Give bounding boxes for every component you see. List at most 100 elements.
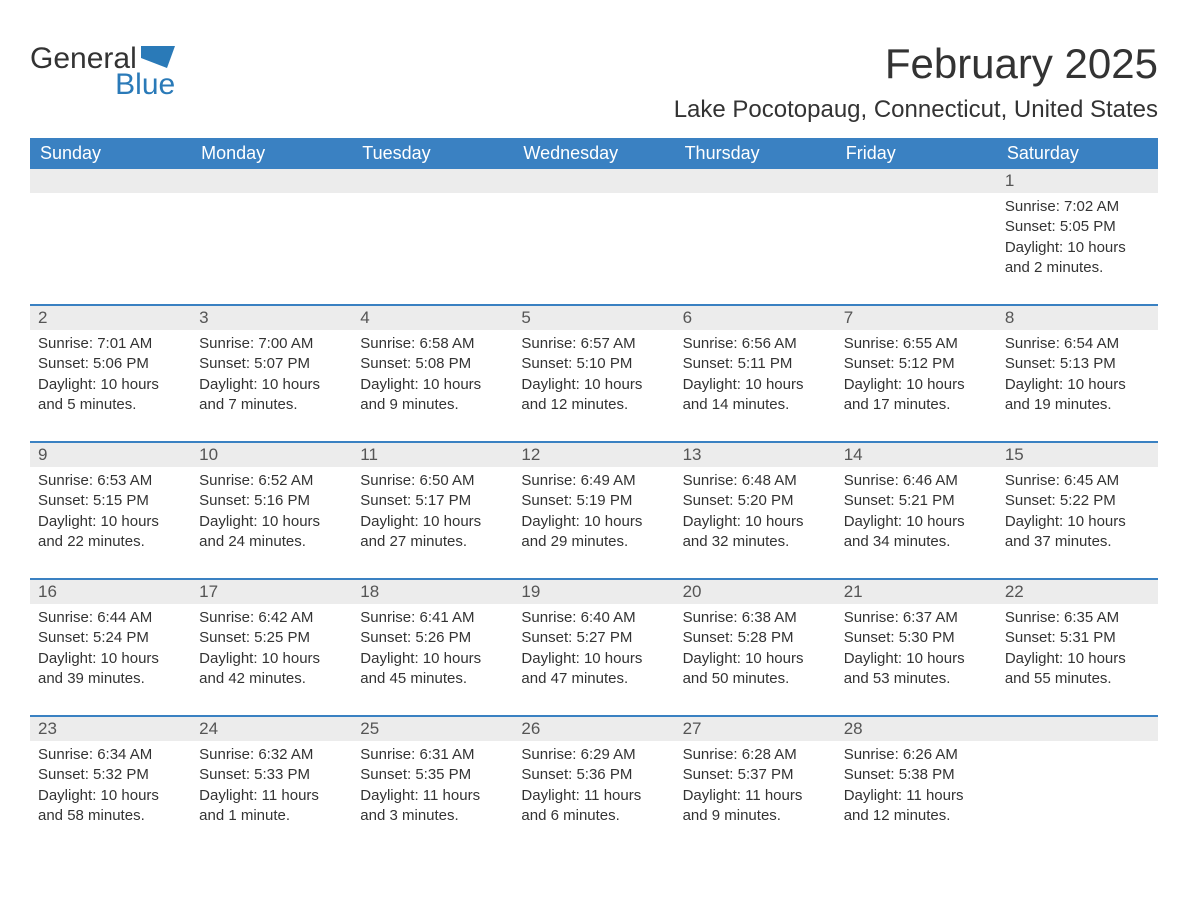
sunrise-text: Sunrise: 7:00 AM	[199, 334, 344, 354]
day-content-cell: Sunrise: 7:02 AMSunset: 5:05 PMDaylight:…	[997, 193, 1158, 305]
daylight-text: Daylight: 10 hours and 58 minutes.	[38, 786, 183, 827]
sunset-text: Sunset: 5:27 PM	[521, 628, 666, 648]
day-number-cell: 3	[191, 305, 352, 330]
day-number-cell: 10	[191, 442, 352, 467]
daylight-text: Daylight: 10 hours and 7 minutes.	[199, 375, 344, 416]
month-title: February 2025	[674, 40, 1158, 88]
day-content-cell: Sunrise: 6:41 AMSunset: 5:26 PMDaylight:…	[352, 604, 513, 716]
day-content-cell: Sunrise: 6:31 AMSunset: 5:35 PMDaylight:…	[352, 741, 513, 852]
day-number-cell: 26	[513, 716, 674, 741]
sunrise-text: Sunrise: 6:41 AM	[360, 608, 505, 628]
day-content-cell: Sunrise: 6:40 AMSunset: 5:27 PMDaylight:…	[513, 604, 674, 716]
day-number-cell	[675, 169, 836, 193]
day-number-cell: 25	[352, 716, 513, 741]
day-content-cell: Sunrise: 6:55 AMSunset: 5:12 PMDaylight:…	[836, 330, 997, 442]
day-number-cell	[352, 169, 513, 193]
day-number-cell: 15	[997, 442, 1158, 467]
sunrise-text: Sunrise: 6:31 AM	[360, 745, 505, 765]
daylight-text: Daylight: 11 hours and 9 minutes.	[683, 786, 828, 827]
sunset-text: Sunset: 5:38 PM	[844, 765, 989, 785]
day-number-cell: 24	[191, 716, 352, 741]
sunrise-text: Sunrise: 6:28 AM	[683, 745, 828, 765]
day-number-cell: 8	[997, 305, 1158, 330]
sunrise-text: Sunrise: 6:56 AM	[683, 334, 828, 354]
sunset-text: Sunset: 5:16 PM	[199, 491, 344, 511]
day-number-cell	[997, 716, 1158, 741]
sunset-text: Sunset: 5:22 PM	[1005, 491, 1150, 511]
day-content-cell: Sunrise: 6:50 AMSunset: 5:17 PMDaylight:…	[352, 467, 513, 579]
daylight-text: Daylight: 10 hours and 2 minutes.	[1005, 238, 1150, 279]
day-number-cell	[836, 169, 997, 193]
daylight-text: Daylight: 10 hours and 19 minutes.	[1005, 375, 1150, 416]
sunrise-text: Sunrise: 6:49 AM	[521, 471, 666, 491]
sunrise-text: Sunrise: 6:45 AM	[1005, 471, 1150, 491]
day-content-cell: Sunrise: 6:28 AMSunset: 5:37 PMDaylight:…	[675, 741, 836, 852]
day-content-cell: Sunrise: 7:01 AMSunset: 5:06 PMDaylight:…	[30, 330, 191, 442]
sunset-text: Sunset: 5:36 PM	[521, 765, 666, 785]
day-content-cell	[30, 193, 191, 305]
sunrise-text: Sunrise: 6:29 AM	[521, 745, 666, 765]
day-number-row: 1	[30, 169, 1158, 193]
sunset-text: Sunset: 5:10 PM	[521, 354, 666, 374]
day-number-cell: 4	[352, 305, 513, 330]
day-content-cell: Sunrise: 6:54 AMSunset: 5:13 PMDaylight:…	[997, 330, 1158, 442]
weekday-header: Sunday	[30, 138, 191, 169]
day-number-row: 2345678	[30, 305, 1158, 330]
sunset-text: Sunset: 5:07 PM	[199, 354, 344, 374]
day-content-cell: Sunrise: 6:34 AMSunset: 5:32 PMDaylight:…	[30, 741, 191, 852]
sunrise-text: Sunrise: 6:40 AM	[521, 608, 666, 628]
day-content-row: Sunrise: 7:01 AMSunset: 5:06 PMDaylight:…	[30, 330, 1158, 442]
weekday-header: Friday	[836, 138, 997, 169]
sunset-text: Sunset: 5:31 PM	[1005, 628, 1150, 648]
day-number-cell: 9	[30, 442, 191, 467]
sunrise-text: Sunrise: 7:01 AM	[38, 334, 183, 354]
day-content-cell: Sunrise: 6:37 AMSunset: 5:30 PMDaylight:…	[836, 604, 997, 716]
sunrise-text: Sunrise: 6:53 AM	[38, 471, 183, 491]
day-number-cell: 28	[836, 716, 997, 741]
sunset-text: Sunset: 5:05 PM	[1005, 217, 1150, 237]
daylight-text: Daylight: 10 hours and 47 minutes.	[521, 649, 666, 690]
daylight-text: Daylight: 10 hours and 14 minutes.	[683, 375, 828, 416]
day-content-cell: Sunrise: 6:49 AMSunset: 5:19 PMDaylight:…	[513, 467, 674, 579]
sunset-text: Sunset: 5:19 PM	[521, 491, 666, 511]
daylight-text: Daylight: 10 hours and 9 minutes.	[360, 375, 505, 416]
day-content-cell: Sunrise: 6:42 AMSunset: 5:25 PMDaylight:…	[191, 604, 352, 716]
day-content-row: Sunrise: 6:53 AMSunset: 5:15 PM Daylight:…	[30, 467, 1158, 579]
daylight-text: Daylight: 10 hours and 24 minutes.	[199, 512, 344, 553]
daylight-text: Daylight: 11 hours and 1 minute.	[199, 786, 344, 827]
day-number-cell: 16	[30, 579, 191, 604]
daylight-text: Daylight: 10 hours and 42 minutes.	[199, 649, 344, 690]
day-content-cell: Sunrise: 6:56 AMSunset: 5:11 PMDaylight:…	[675, 330, 836, 442]
sunrise-text: Sunrise: 6:52 AM	[199, 471, 344, 491]
logo-text: General Blue	[30, 40, 175, 100]
day-content-cell: Sunrise: 6:52 AMSunset: 5:16 PMDaylight:…	[191, 467, 352, 579]
location: Lake Pocotopaug, Connecticut, United Sta…	[674, 96, 1158, 124]
day-number-cell: 6	[675, 305, 836, 330]
sunset-text: Sunset: 5:32 PM	[38, 765, 183, 785]
daylight-text: Daylight: 10 hours and 50 minutes.	[683, 649, 828, 690]
sunset-text: Sunset: 5:26 PM	[360, 628, 505, 648]
sunset-text: Sunset: 5:25 PM	[199, 628, 344, 648]
sunrise-text: Sunrise: 6:57 AM	[521, 334, 666, 354]
sunset-text: Sunset: 5:33 PM	[199, 765, 344, 785]
daylight-text: Daylight: 10 hours and 32 minutes.	[683, 512, 828, 553]
day-number-row: 9101112131415	[30, 442, 1158, 467]
sunset-text: Sunset: 5:15 PM	[38, 491, 183, 511]
sunrise-text: Sunrise: 6:42 AM	[199, 608, 344, 628]
day-number-cell: 18	[352, 579, 513, 604]
sunrise-text: Sunrise: 6:35 AM	[1005, 608, 1150, 628]
sunset-text: Sunset: 5:30 PM	[844, 628, 989, 648]
day-content-cell	[997, 741, 1158, 852]
day-number-cell	[191, 169, 352, 193]
sunrise-text: Sunrise: 6:58 AM	[360, 334, 505, 354]
day-number-row: 232425262728	[30, 716, 1158, 741]
sunrise-text: Sunrise: 6:26 AM	[844, 745, 989, 765]
sunrise-text: Sunrise: 6:34 AM	[38, 745, 183, 765]
sunset-text: Sunset: 5:08 PM	[360, 354, 505, 374]
day-number-cell: 2	[30, 305, 191, 330]
day-content-row: Sunrise: 7:02 AMSunset: 5:05 PMDaylight:…	[30, 193, 1158, 305]
daylight-text: Daylight: 10 hours and 17 minutes.	[844, 375, 989, 416]
sunrise-text: Sunrise: 6:32 AM	[199, 745, 344, 765]
daylight-text: Daylight: 11 hours and 12 minutes.	[844, 786, 989, 827]
sunrise-text: Sunrise: 6:44 AM	[38, 608, 183, 628]
